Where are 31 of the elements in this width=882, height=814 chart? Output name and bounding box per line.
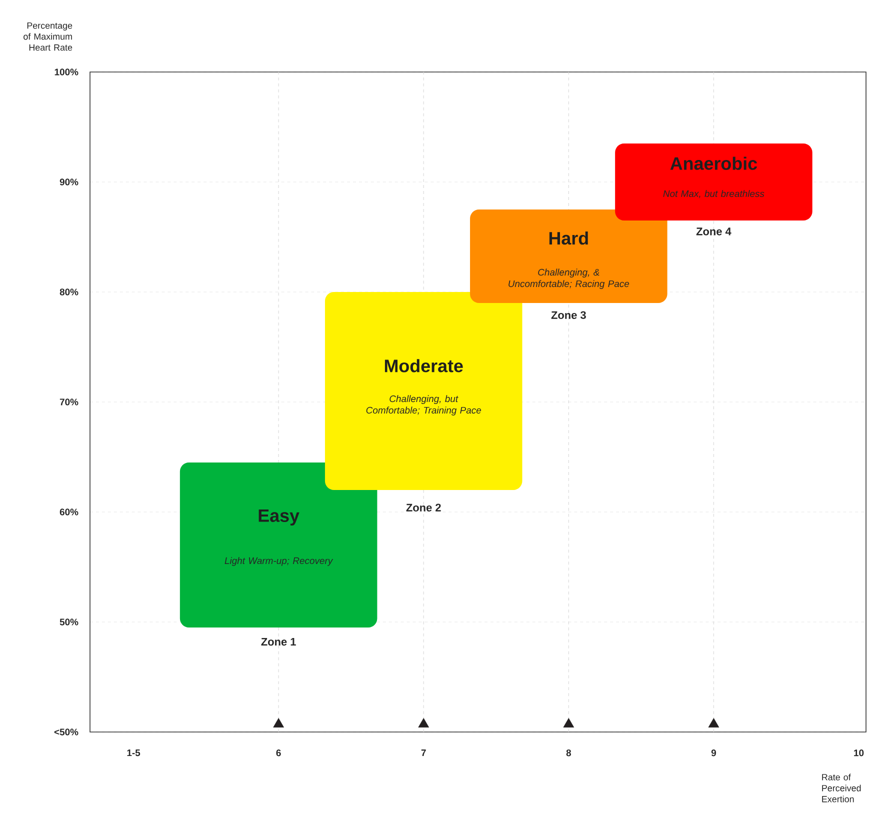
annotation: Light Warm-up; Recovery — [224, 557, 334, 566]
annotation: Zone 2 — [406, 504, 441, 512]
y-axis-title: Percentage of Maximum Heart Rate — [24, 22, 72, 51]
x-axis-title: Rate of Perceived Exertion — [822, 774, 861, 802]
x-tick-label: 10 — [854, 750, 864, 756]
x-tick-label: 7 — [421, 750, 426, 756]
y-tick-label: 100% — [54, 68, 78, 76]
bar — [615, 144, 812, 220]
annotation: Zone 4 — [696, 228, 732, 236]
annotation: Challenging, & Uncomfortable; Racing Pace — [508, 268, 630, 289]
bar — [180, 462, 378, 628]
y-tick-label: 80% — [60, 288, 78, 296]
annotation: Challenging, but Comfortable; Training Pace — [366, 395, 482, 416]
annotation: Anaerobic — [670, 156, 758, 170]
y-tick-label: 70% — [60, 398, 78, 406]
y-tick-label: <50% — [54, 728, 78, 736]
x-tick-label: 1-5 — [127, 750, 140, 756]
annotation: Hard — [549, 232, 588, 245]
annotation: Easy — [258, 509, 300, 526]
bar — [470, 210, 668, 303]
annotation: Not Max, but breathless — [663, 190, 764, 198]
annotation: Zone 3 — [551, 311, 586, 319]
y-tick-label: 90% — [60, 178, 78, 186]
x-tick-label: 8 — [566, 750, 571, 756]
x-tick-label: 9 — [711, 750, 716, 756]
y-tick-label: 50% — [60, 618, 78, 626]
x-tick-label: 6 — [276, 750, 281, 756]
annotation: Zone 1 — [261, 638, 296, 646]
annotation: Moderate — [384, 359, 463, 372]
bar — [324, 292, 522, 490]
y-tick-label: 60% — [60, 508, 78, 516]
